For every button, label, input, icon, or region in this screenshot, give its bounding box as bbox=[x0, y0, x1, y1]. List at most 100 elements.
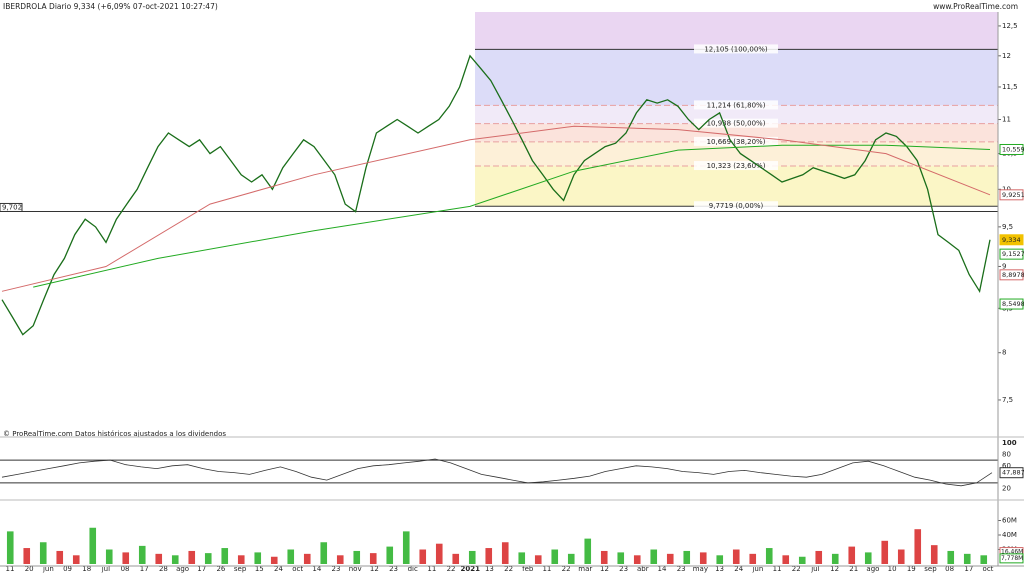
x-tick-label: 15 bbox=[255, 565, 264, 573]
fib-zone bbox=[475, 123, 998, 142]
y-tick-label: 10 bbox=[1002, 185, 1011, 193]
x-tick-label: jul bbox=[810, 565, 819, 573]
volume-bar bbox=[56, 550, 64, 564]
volume-bar bbox=[815, 550, 823, 564]
y-tick-label: 11,5 bbox=[1002, 83, 1018, 91]
x-tick-label: 14 bbox=[312, 565, 321, 573]
volume-bar bbox=[23, 548, 31, 564]
fib-label-bg bbox=[694, 44, 778, 54]
volume-bar bbox=[188, 550, 196, 564]
price-label: 8,8978 bbox=[1002, 271, 1024, 279]
credit: © ProRealTime.com Datos históricos ajust… bbox=[3, 430, 226, 438]
fib-label-bg bbox=[694, 201, 778, 211]
volume-bar bbox=[518, 552, 526, 564]
x-tick-label: 23 bbox=[677, 565, 686, 573]
volume-bar bbox=[270, 556, 278, 564]
volume-bar bbox=[699, 552, 707, 564]
x-tick-label: 20 bbox=[25, 565, 34, 573]
x-tick-label: oct bbox=[983, 565, 994, 573]
y-tick-label: 12 bbox=[1002, 52, 1011, 60]
x-tick-label: 17 bbox=[964, 565, 973, 573]
volume-bar bbox=[468, 550, 476, 564]
y-tick-label: 9,5 bbox=[1002, 223, 1013, 231]
volume-bar bbox=[485, 548, 493, 564]
price-label: 9,334 bbox=[1002, 236, 1021, 244]
volume-bar bbox=[567, 553, 575, 564]
volume-bar bbox=[6, 531, 14, 564]
fib-zone bbox=[475, 166, 998, 207]
volume-bar bbox=[452, 553, 460, 564]
level-box bbox=[0, 202, 23, 212]
volume-bar bbox=[534, 555, 542, 564]
volume-bar bbox=[732, 549, 740, 564]
x-tick-label: 11 bbox=[427, 565, 436, 573]
volume-bar bbox=[947, 550, 955, 564]
x-tick-label: ago bbox=[866, 565, 879, 573]
fib-zone bbox=[475, 12, 998, 50]
price-label: 10,559 bbox=[1002, 145, 1024, 153]
x-tick-label: 28 bbox=[159, 565, 168, 573]
volume-bar bbox=[963, 553, 971, 564]
x-tick-label: 12 bbox=[370, 565, 379, 573]
fib-label: 11,214 (61,80%) bbox=[707, 101, 766, 109]
x-tick-label: 23 bbox=[619, 565, 628, 573]
volume-bar bbox=[221, 548, 229, 564]
price-label-box bbox=[999, 189, 1024, 201]
x-tick-label: 13 bbox=[715, 565, 724, 573]
x-tick-label: 22 bbox=[792, 565, 801, 573]
x-tick-label: 2021 bbox=[460, 565, 480, 573]
volume-bar bbox=[551, 549, 559, 564]
rsi-current: 47,887 bbox=[1002, 469, 1024, 477]
x-tick-label: 22 bbox=[447, 565, 456, 573]
volume-bar bbox=[782, 555, 790, 564]
x-tick-label: 12 bbox=[600, 565, 609, 573]
x-tick-label: 17 bbox=[140, 565, 149, 573]
volume-bar bbox=[980, 555, 988, 564]
volume-bar bbox=[254, 552, 262, 564]
volume-bar bbox=[683, 550, 691, 564]
volume-bar bbox=[914, 529, 922, 564]
moving-average bbox=[33, 144, 991, 288]
x-tick-label: 24 bbox=[734, 565, 743, 573]
price-label-box bbox=[999, 143, 1024, 155]
fib-zone bbox=[475, 105, 998, 124]
y-tick-label: 40M bbox=[1002, 531, 1017, 539]
x-tick-label: feb bbox=[522, 565, 534, 573]
volume-bar bbox=[155, 553, 163, 564]
volume-bar bbox=[171, 555, 179, 564]
fib-label: 12,105 (100,00%) bbox=[704, 45, 768, 53]
x-tick-label: 08 bbox=[121, 565, 130, 573]
volume-bar bbox=[105, 549, 113, 564]
volume-bar bbox=[72, 555, 80, 564]
x-tick-label: oct bbox=[292, 565, 303, 573]
volume-bar bbox=[501, 542, 509, 564]
volume-bar bbox=[386, 546, 394, 564]
x-tick-label: 14 bbox=[658, 565, 667, 573]
x-tick-label: jun bbox=[42, 565, 54, 573]
x-tick-label: 11 bbox=[773, 565, 782, 573]
volume-bar bbox=[435, 543, 443, 564]
volume-bar bbox=[650, 549, 658, 564]
volume-bar bbox=[848, 546, 856, 564]
x-tick-label: 23 bbox=[389, 565, 398, 573]
x-tick-label: jul bbox=[101, 565, 110, 573]
x-tick-label: 12 bbox=[830, 565, 839, 573]
price-label-box bbox=[999, 234, 1024, 246]
volume-bar bbox=[897, 549, 905, 564]
x-tick-label: dic bbox=[408, 565, 418, 573]
fib-label-bg bbox=[694, 118, 778, 128]
x-tick-label: 13 bbox=[485, 565, 494, 573]
volume-bar bbox=[930, 545, 938, 564]
fib-zone bbox=[475, 49, 998, 106]
volume-bar bbox=[89, 527, 97, 564]
volume-bar bbox=[600, 550, 608, 564]
plot: 12,105 (100,00%) 11,214 (61,80%) 10,938 (5… bbox=[0, 12, 1024, 573]
x-tick-label: 22 bbox=[504, 565, 513, 573]
y-tick-label: 12,5 bbox=[1002, 22, 1018, 30]
volume-bar bbox=[39, 542, 47, 564]
moving-average bbox=[1, 125, 991, 292]
x-tick-label: 09 bbox=[63, 565, 72, 573]
y-tick-label: 8 bbox=[1002, 349, 1006, 357]
volume-bar bbox=[765, 548, 773, 564]
